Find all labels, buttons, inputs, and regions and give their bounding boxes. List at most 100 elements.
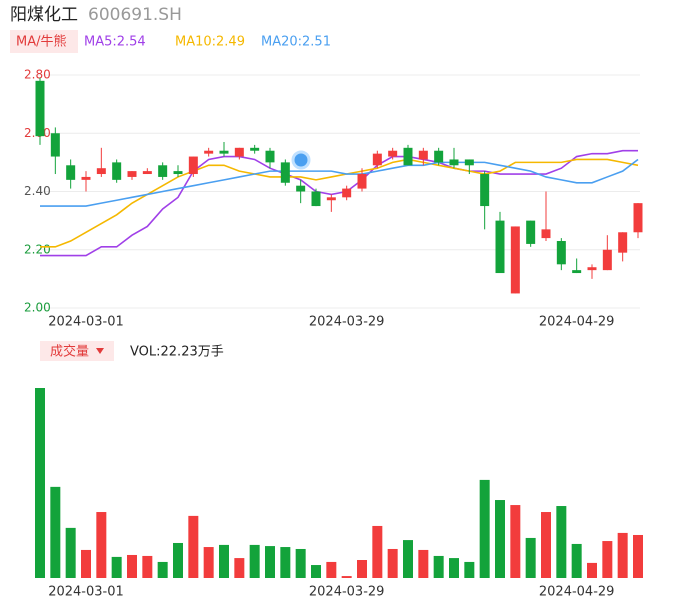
candle-body [296, 185, 306, 192]
volume-bar [633, 534, 643, 578]
volume-bar [96, 512, 107, 578]
candle-body [326, 197, 336, 201]
volume-bar [111, 556, 122, 578]
volume-bar [525, 537, 536, 578]
legend-entry: MA20:2.51 [261, 35, 331, 50]
candle-body [127, 171, 137, 177]
volume-bar [35, 388, 45, 578]
volume-bar [295, 548, 306, 578]
volume-bar [311, 565, 321, 578]
candle-body [35, 80, 45, 137]
y-tick-label: 2.40 [24, 184, 51, 198]
x-tick-label: 2024-04-29 [539, 315, 615, 330]
volume-bar [571, 543, 582, 578]
candle-body [96, 168, 106, 175]
stock-name: 阳煤化工 [10, 5, 78, 25]
volume-bar [464, 561, 475, 578]
volume-bar [127, 554, 137, 578]
volume-bar [265, 546, 275, 578]
candle-body [158, 165, 168, 177]
candle-body [587, 267, 597, 271]
y-tick-label: 2.80 [24, 68, 51, 82]
ma-line [40, 149, 638, 257]
volume-bar [587, 562, 597, 578]
volume-bar [418, 549, 429, 578]
candle-body [234, 147, 244, 157]
volume-bar [249, 544, 260, 578]
candle-body [434, 150, 444, 163]
volume-bar [65, 527, 76, 578]
volume-bar [357, 560, 367, 578]
candle-body [510, 226, 520, 294]
candle-body [449, 159, 459, 166]
candle-body [388, 150, 398, 157]
ma-line [40, 158, 639, 207]
volume-bar [173, 542, 183, 578]
candle-body [526, 220, 536, 244]
volume-bar [234, 558, 245, 578]
y-tick-label: 2.20 [24, 242, 51, 256]
volume-bar [142, 555, 153, 578]
candle-body [204, 150, 214, 154]
candle-body [142, 171, 152, 175]
candle-body [464, 159, 474, 166]
volume-bar [326, 561, 337, 578]
volume-bar [372, 525, 383, 578]
candle-body [602, 249, 612, 271]
candle-body [556, 241, 566, 265]
volume-bar [219, 544, 229, 578]
volume-bar [81, 549, 91, 578]
volume-bar [602, 541, 613, 578]
volume-tag-box [40, 341, 114, 361]
candle-body [81, 176, 91, 180]
candle-body [250, 147, 260, 151]
candle-body [357, 174, 367, 189]
y-tick-label: 2.00 [24, 301, 51, 315]
legend-entry: MA5:2.54 [84, 35, 146, 50]
ma-line [40, 158, 639, 248]
candle-body [112, 162, 122, 180]
volume-bar [617, 532, 628, 578]
x-tick-label: 2024-04-29 [539, 585, 615, 600]
candle-body [372, 153, 382, 166]
volume-bar [403, 540, 413, 578]
event-badge [291, 150, 311, 170]
candle-body [219, 150, 229, 154]
stock-code: 600691.SH [88, 5, 182, 25]
candle-body [311, 191, 321, 207]
volume-bar [449, 558, 459, 578]
candle-body [633, 203, 643, 233]
volume-bar [280, 547, 291, 578]
volume-bar [433, 555, 444, 578]
candle-body [572, 270, 582, 274]
volume-bar [157, 561, 168, 578]
volume-tag: 成交量 [50, 344, 89, 360]
volume-legend: VOL:22.23万手 [130, 345, 224, 360]
dropdown-arrow [96, 348, 104, 354]
candle-body [66, 165, 76, 180]
volume-bar [510, 505, 521, 578]
candle-body [265, 150, 275, 163]
volume-bar [495, 500, 505, 578]
candle-body [618, 232, 628, 253]
candle-body [495, 220, 505, 274]
volume-bar [556, 506, 567, 578]
candle-body [342, 188, 352, 198]
x-tick-label: 2024-03-01 [48, 315, 124, 330]
candle-body [480, 174, 490, 207]
volume-bar [188, 515, 199, 578]
legend-entry: MA10:2.49 [175, 35, 245, 50]
x-tick-label: 2024-03-29 [309, 315, 385, 330]
candle-body [418, 150, 428, 160]
candle-body [280, 162, 290, 183]
volume-bar [479, 479, 490, 578]
candle-body [541, 229, 551, 239]
candle-body [173, 171, 183, 175]
legend-tag: MA/牛熊 [16, 34, 67, 50]
volume-bar [387, 548, 398, 578]
x-tick-label: 2024-03-29 [309, 585, 385, 600]
candle-body [403, 147, 413, 166]
volume-bar [341, 576, 352, 578]
